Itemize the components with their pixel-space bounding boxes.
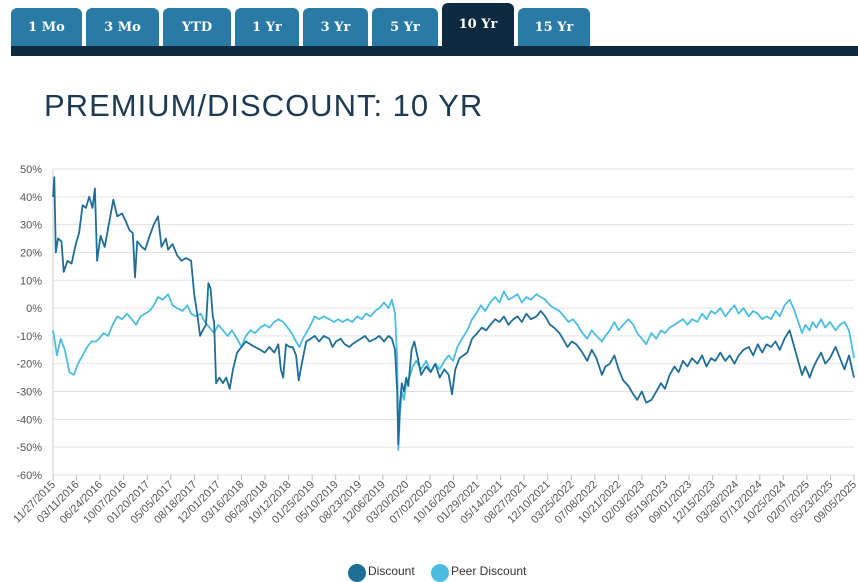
discount-line [52,176,855,446]
tab-label: 3 Yr [320,19,351,35]
tab-bar-rule [11,46,858,56]
tab-label: 1 Mo [28,19,65,35]
y-tick-label: -10% [16,331,42,343]
tab-label: YTD [181,19,213,35]
y-tick-label: 20% [20,247,42,259]
y-tick-label: -40% [16,414,42,426]
legend-label-discount: Discount [368,564,415,578]
tab-label: 15 Yr [534,19,574,35]
peer-discount-line [52,290,855,451]
y-tick-label: 0% [26,303,42,315]
tab-3-yr[interactable]: 3 Yr [303,8,368,46]
y-tick-label: 30% [20,220,42,232]
y-tick-label: -30% [16,387,42,399]
tab-ytd[interactable]: YTD [163,8,231,46]
legend-dot-discount [348,564,366,582]
y-tick-label: 40% [20,192,42,204]
chart-legend: Discount Peer Discount [0,562,858,582]
page-title: PREMIUM/DISCOUNT: 10 YR [44,88,484,123]
tab-5-yr[interactable]: 5 Yr [372,8,438,46]
range-tab-bar: 1 Mo 3 Mo YTD 1 Yr 3 Yr 5 Yr 10 Yr 15 Yr [0,0,858,57]
tab-1-mo[interactable]: 1 Mo [11,8,82,46]
y-tick-label: -20% [16,359,42,371]
tab-label: 3 Mo [104,19,141,35]
tab-10-yr[interactable]: 10 Yr [442,3,514,46]
tab-1-yr[interactable]: 1 Yr [235,8,299,46]
y-tick-label: 50% [20,164,42,176]
legend-item-peer-discount[interactable]: Peer Discount [431,562,527,582]
tab-label: 5 Yr [390,19,420,35]
legend-item-discount[interactable]: Discount [348,562,415,582]
tab-label: 1 Yr [252,19,282,35]
y-tick-label: -60% [16,470,42,482]
legend-dot-peer-discount [431,564,449,582]
tab-3-mo[interactable]: 3 Mo [86,8,159,46]
tab-15-yr[interactable]: 15 Yr [518,8,590,46]
y-tick-label: 10% [20,275,42,287]
y-tick-label: -50% [16,442,42,454]
tab-label: 10 Yr [458,17,498,32]
premium-discount-chart: 50% 40% 30% 20% 10% 0% -10% -20% -30% -40% -50% -60… [11,164,858,526]
legend-label-peer-discount: Peer Discount [451,564,527,578]
